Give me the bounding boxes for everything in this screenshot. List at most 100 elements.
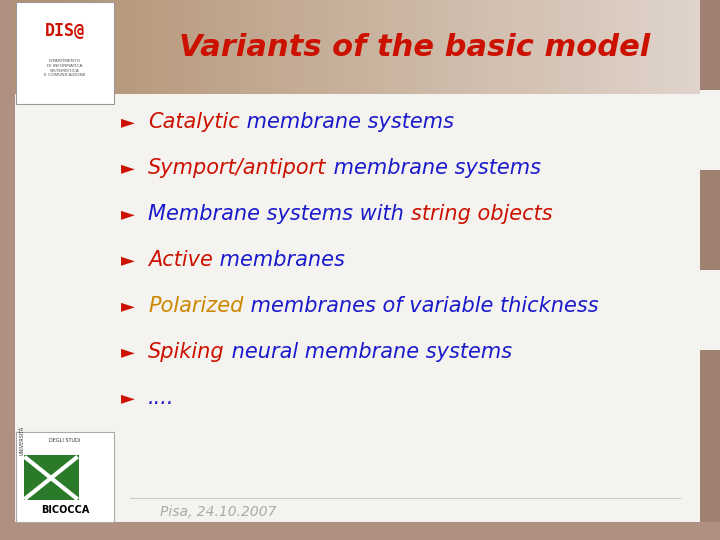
Bar [16,432,114,522]
Bar [101,0,110,94]
Text: UNIVERSITÀ: UNIVERSITÀ [20,426,25,455]
Text: Active: Active [148,250,213,270]
Text: ►: ► [121,297,135,315]
Bar [435,0,444,94]
Bar [152,0,161,94]
Bar [186,0,196,94]
Bar [229,0,238,94]
Text: ►: ► [121,159,135,177]
Bar [426,0,436,94]
Bar [289,0,299,94]
Bar [528,0,539,94]
Text: Catalytic: Catalytic [148,112,240,132]
Text: membranes of variable thickness: membranes of variable thickness [244,296,598,316]
Bar [246,0,256,94]
Bar [383,0,392,94]
Bar [460,0,470,94]
Bar [169,0,179,94]
Bar [280,0,290,94]
Bar [409,0,418,94]
Bar [614,0,624,94]
Bar [374,0,384,94]
Bar [477,0,487,94]
Bar [512,0,521,94]
Bar [297,0,307,94]
Text: membranes: membranes [213,250,346,270]
Bar [366,0,376,94]
Bar [126,0,136,94]
Bar [700,270,720,350]
Bar [212,0,222,94]
Bar [675,0,684,94]
Bar [572,0,581,94]
Bar [537,0,547,94]
Bar [306,0,315,94]
Bar [503,0,513,94]
Bar [220,0,230,94]
Bar [238,0,247,94]
Bar [58,0,68,94]
Bar [486,0,495,94]
Bar [16,2,114,104]
Bar [32,0,42,94]
Bar [118,492,700,522]
Bar [563,0,572,94]
Text: ►: ► [121,205,135,223]
Text: Polarized: Polarized [148,296,243,316]
Text: ....: .... [148,388,174,408]
Bar [203,0,213,94]
Bar [546,0,555,94]
Bar [349,0,359,94]
Text: string objects: string objects [411,204,553,224]
Text: membrane systems: membrane systems [240,112,454,132]
Bar [66,0,76,94]
Bar [520,0,530,94]
Bar [264,0,273,94]
Text: BICOCCA: BICOCCA [41,505,89,515]
Bar [195,0,204,94]
Bar [443,0,453,94]
Bar [118,0,127,94]
Bar [554,0,564,94]
Bar [418,0,427,94]
Bar [649,0,658,94]
Bar [589,0,598,94]
Bar [666,0,675,94]
Bar [92,0,102,94]
Text: ►: ► [121,113,135,131]
Bar [469,0,478,94]
Text: Membrane systems with: Membrane systems with [148,204,410,224]
Bar [109,0,119,94]
Text: Symport/antiport: Symport/antiport [148,158,326,178]
Bar [683,0,693,94]
Bar [358,0,367,94]
Text: Variants of the basic model: Variants of the basic model [179,32,651,62]
Bar [161,0,170,94]
Text: Spiking: Spiking [148,342,225,362]
Bar [598,0,607,94]
Bar [315,0,324,94]
Bar [392,0,401,94]
Bar [691,0,701,94]
Bar [75,0,84,94]
Bar [143,0,153,94]
Bar [24,455,79,500]
Text: neural membrane systems: neural membrane systems [225,342,512,362]
Bar [657,0,667,94]
Bar [323,0,333,94]
Bar [272,0,282,94]
Bar [0,522,720,540]
Bar [49,0,59,94]
Text: Pisa, 24.10.2007: Pisa, 24.10.2007 [160,505,276,519]
Text: ►: ► [121,389,135,407]
Bar [623,0,632,94]
Bar [24,0,33,94]
Bar [400,0,410,94]
Bar [606,0,616,94]
Bar [640,0,649,94]
Bar [580,0,590,94]
Bar [700,90,720,170]
Bar [332,0,341,94]
Bar [15,0,24,94]
Bar [495,0,504,94]
